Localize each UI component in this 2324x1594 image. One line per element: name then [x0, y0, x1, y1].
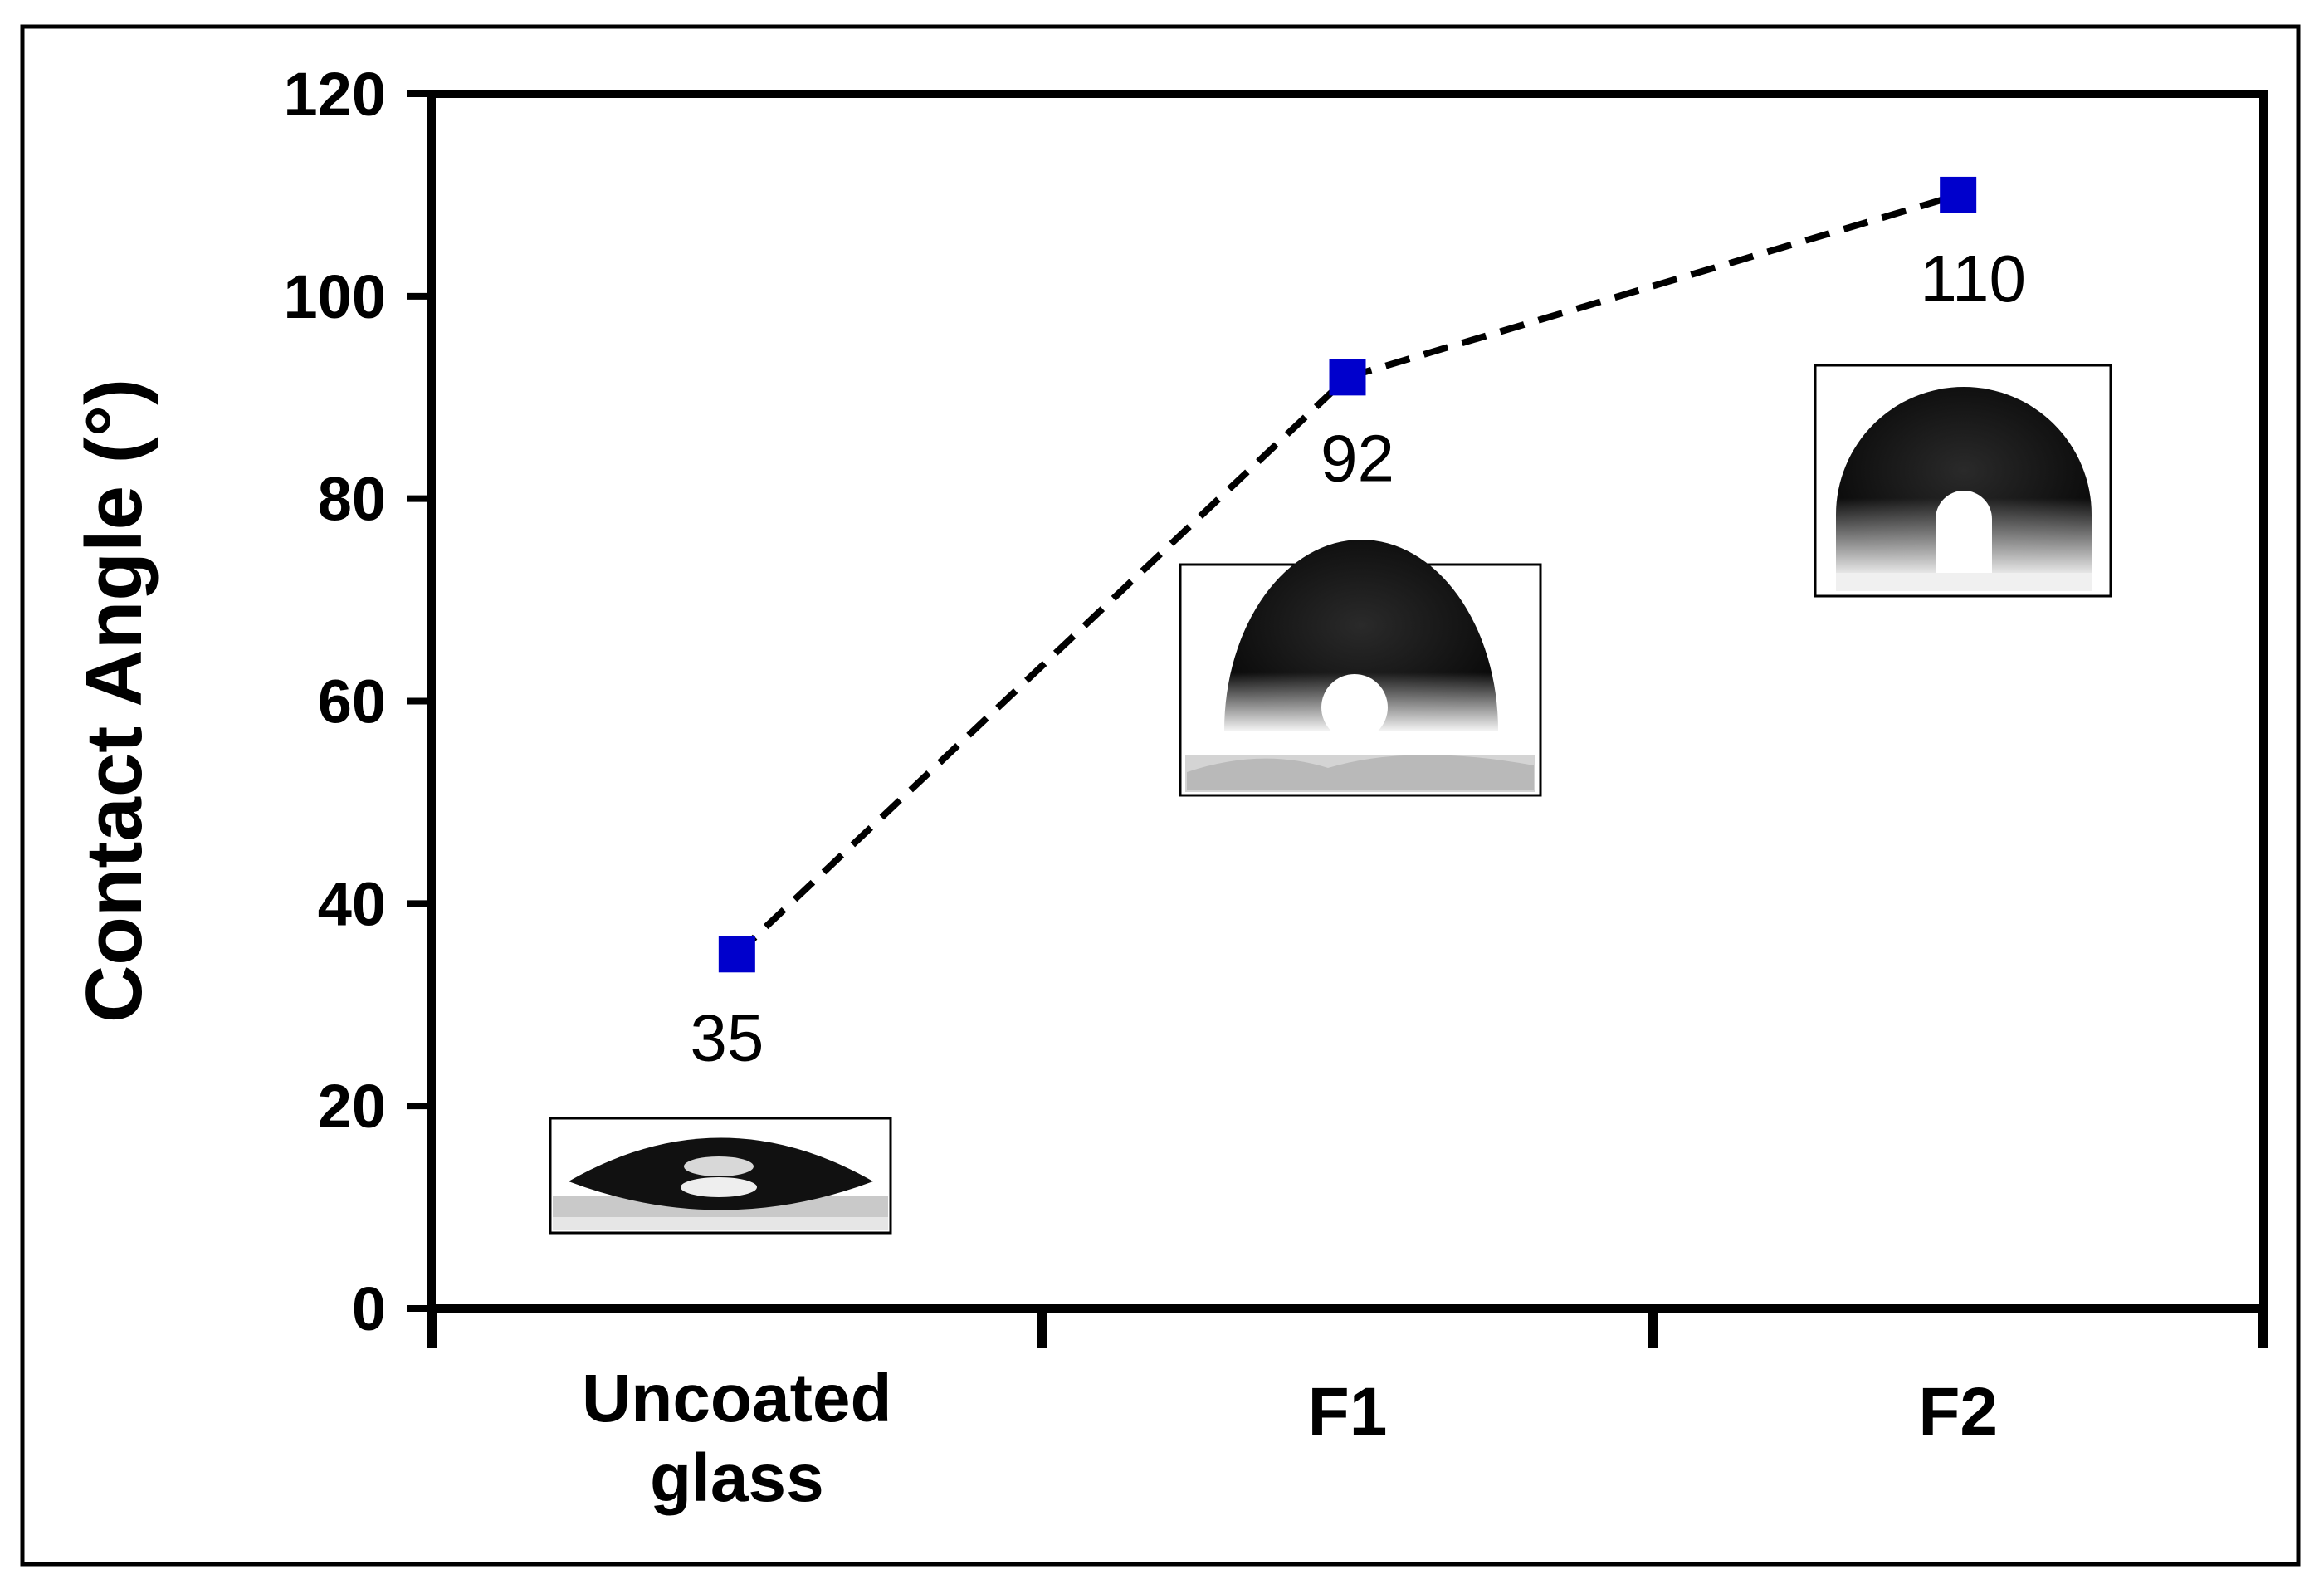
- series-line-segment: [735, 374, 1350, 957]
- data-label: 35: [690, 1000, 764, 1074]
- data-point-marker: [1329, 359, 1366, 396]
- y-tick-label: 120: [284, 60, 386, 129]
- data-label: 110: [1920, 242, 2026, 315]
- series-layer: 35 92 110: [690, 176, 2026, 1074]
- y-axis: 0 20 40 60 80 100 120: [284, 60, 432, 1343]
- inset-f1-droplet: [1179, 540, 1542, 797]
- x-tick-label-line: F2: [1918, 1374, 1998, 1450]
- data-point-marker: [1940, 176, 1977, 213]
- y-tick-label: 20: [318, 1072, 386, 1141]
- figure-frame: [20, 24, 2301, 1567]
- y-tick-label: 80: [318, 465, 386, 534]
- x-tick-label: Uncoated glass: [582, 1361, 892, 1516]
- x-tick-label: F1: [1308, 1374, 1388, 1450]
- inset-uncoated-glass-droplet: [549, 1117, 892, 1235]
- x-axis: Uncoated glass F1 F2: [427, 1308, 2268, 1516]
- y-axis-title: Contact Angle (°): [70, 379, 159, 1023]
- x-tick-label-line: glass: [650, 1440, 824, 1516]
- x-tick-label-line: Uncoated: [582, 1361, 892, 1436]
- y-tick-label: 40: [318, 869, 386, 938]
- data-label: 92: [1321, 421, 1394, 495]
- y-tick-label: 100: [284, 262, 386, 331]
- x-tick-label-line: F1: [1308, 1374, 1388, 1450]
- inset-f2-droplet: [1814, 364, 2112, 598]
- data-point-marker: [718, 936, 755, 973]
- x-tick-label: F2: [1918, 1374, 1998, 1450]
- y-tick-label: 60: [318, 667, 386, 736]
- series-line-segment: [1346, 192, 1960, 381]
- y-tick-label: 0: [352, 1274, 386, 1343]
